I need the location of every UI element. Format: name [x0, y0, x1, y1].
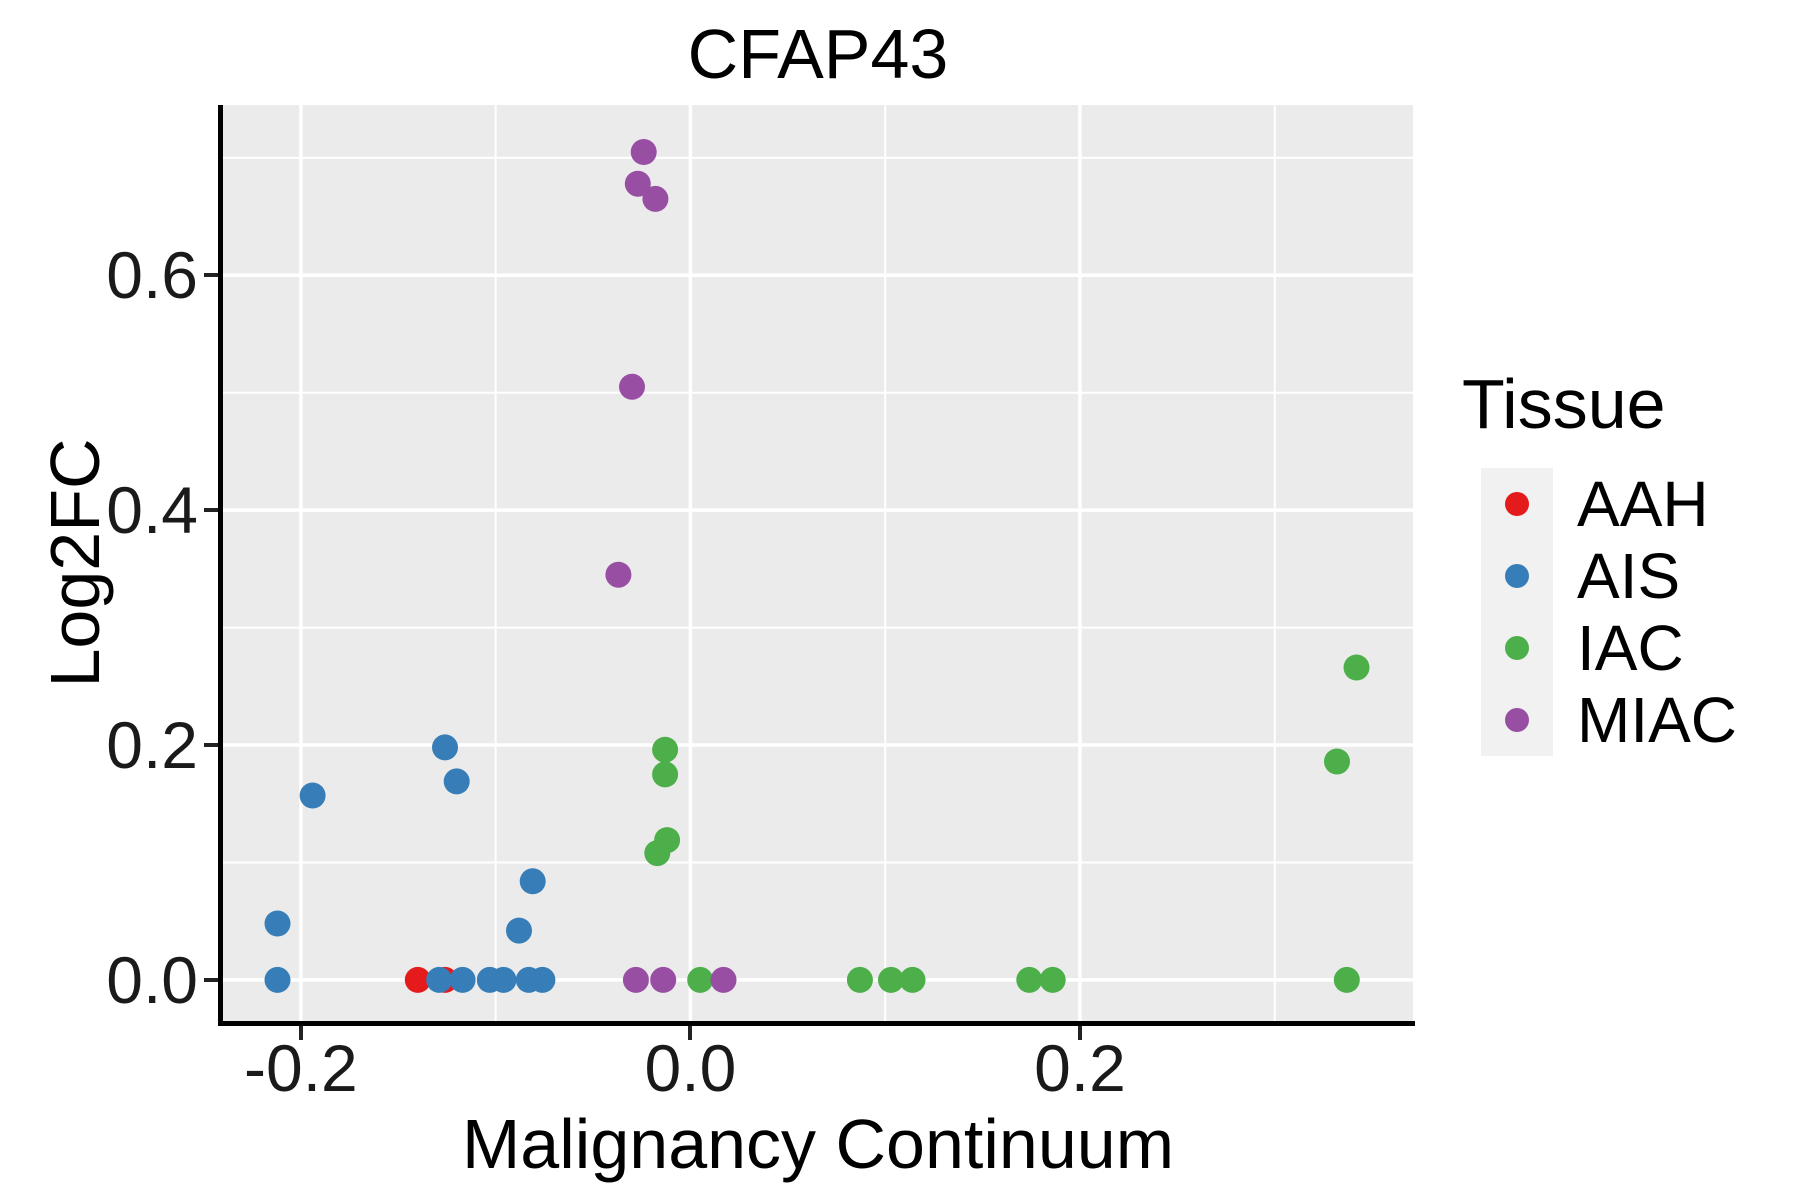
plot-title: CFAP43 — [687, 15, 949, 93]
x-tick-label: -0.2 — [244, 1031, 358, 1105]
data-point-IAC — [899, 966, 926, 993]
data-point-IAC — [846, 966, 873, 993]
data-point-MIAC — [630, 139, 657, 165]
y-tick-mark — [204, 273, 218, 278]
legend-entry-MIAC: MIAC — [1481, 684, 1737, 756]
y-tick-label: 0.6 — [106, 238, 198, 313]
data-point-AIS — [519, 868, 546, 895]
data-point-AIS — [264, 910, 291, 937]
legend-key — [1481, 540, 1553, 612]
legend-key — [1481, 684, 1553, 756]
legend-label: MIAC — [1577, 684, 1737, 756]
legend-title: Tissue — [1462, 365, 1666, 443]
legend-key — [1481, 612, 1553, 684]
data-point-IAC — [1343, 654, 1370, 681]
legend: Tissue AAH AIS IAC MIAC — [1462, 364, 1737, 756]
x-tick-mark — [688, 1026, 693, 1040]
data-point-MIAC — [624, 170, 651, 197]
data-point-AIS — [264, 966, 291, 993]
data-point-AIS — [299, 782, 326, 809]
y-tick-mark — [204, 977, 218, 982]
legend-dot-icon — [1505, 636, 1529, 660]
legend-dot-icon — [1505, 492, 1529, 516]
x-tick-mark — [1077, 1026, 1082, 1040]
x-tick-label: 0.2 — [1034, 1031, 1126, 1105]
data-point-IAC — [1039, 966, 1066, 993]
y-tick-mark — [204, 508, 218, 513]
data-point-AAH — [404, 966, 431, 993]
x-tick-label: 0.0 — [644, 1031, 737, 1105]
legend-label: AIS — [1577, 540, 1681, 612]
data-point-IAC — [652, 761, 679, 788]
data-point-MIAC — [605, 561, 632, 588]
data-point-AIS — [529, 966, 556, 993]
y-tick-label: 0.2 — [106, 708, 198, 783]
data-point-IAC — [644, 840, 671, 867]
plot-svg — [223, 105, 1413, 1021]
x-axis-title: Malignancy Continuum — [461, 1105, 1175, 1183]
data-point-AIS — [449, 966, 476, 993]
data-point-AIS — [432, 734, 458, 761]
data-point-AIS — [506, 917, 532, 944]
data-point-IAC — [1324, 748, 1350, 775]
y-tick-label: 0.0 — [106, 942, 198, 1017]
plot-panel — [223, 105, 1413, 1021]
data-point-AIS — [490, 966, 517, 993]
legend-entry-IAC: IAC — [1481, 612, 1737, 684]
data-point-AIS — [443, 768, 470, 795]
legend-dot-icon — [1505, 564, 1529, 588]
y-axis-title: Log2FC — [36, 438, 114, 688]
legend-dot-icon — [1505, 708, 1529, 732]
data-point-AIS — [426, 966, 453, 993]
data-point-MIAC — [710, 966, 737, 993]
x-axis-line — [218, 1021, 1415, 1026]
y-tick-label: 0.4 — [106, 473, 198, 548]
legend-key — [1481, 468, 1553, 540]
data-point-MIAC — [642, 185, 669, 212]
data-point-MIAC — [650, 966, 677, 993]
data-point-IAC — [878, 966, 904, 993]
legend-entry-AIS: AIS — [1481, 540, 1737, 612]
x-tick-mark — [298, 1026, 303, 1040]
data-point-IAC — [652, 736, 679, 763]
data-point-IAC — [1333, 966, 1360, 993]
data-point-MIAC — [619, 373, 645, 400]
y-tick-mark — [204, 743, 218, 748]
legend-entries: AAH AIS IAC MIAC — [1481, 468, 1737, 756]
y-axis-line — [218, 105, 223, 1026]
data-point-IAC — [687, 966, 714, 993]
legend-label: IAC — [1577, 612, 1684, 684]
data-point-MIAC — [622, 966, 649, 993]
data-point-IAC — [1016, 966, 1043, 993]
legend-label: AAH — [1577, 468, 1709, 540]
legend-entry-AAH: AAH — [1481, 468, 1737, 540]
